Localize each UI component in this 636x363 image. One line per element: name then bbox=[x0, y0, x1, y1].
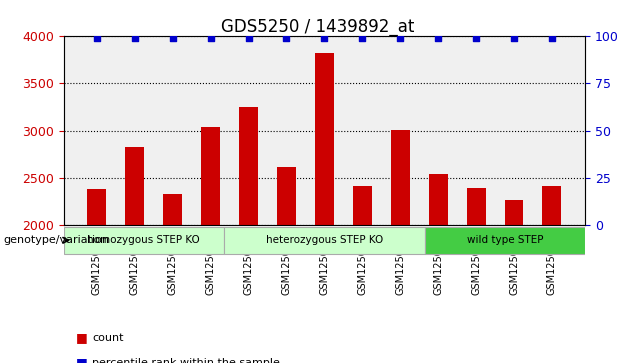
Point bbox=[395, 35, 405, 41]
Bar bbox=[277, 167, 296, 225]
Bar bbox=[87, 189, 106, 225]
Text: ■: ■ bbox=[76, 331, 88, 344]
Point bbox=[433, 35, 443, 41]
Bar bbox=[543, 186, 562, 225]
Text: GDS5250 / 1439892_at: GDS5250 / 1439892_at bbox=[221, 18, 415, 36]
Point bbox=[244, 35, 254, 41]
Bar bbox=[201, 127, 220, 225]
Bar bbox=[163, 194, 182, 225]
Point bbox=[167, 35, 177, 41]
Bar bbox=[125, 147, 144, 225]
FancyBboxPatch shape bbox=[64, 227, 224, 254]
Bar bbox=[467, 188, 485, 225]
Point bbox=[547, 35, 557, 41]
Point bbox=[357, 35, 368, 41]
FancyBboxPatch shape bbox=[425, 227, 585, 254]
Bar bbox=[239, 107, 258, 225]
Point bbox=[319, 35, 329, 41]
Text: count: count bbox=[92, 333, 124, 343]
Text: genotype/variation: genotype/variation bbox=[3, 235, 109, 245]
Bar bbox=[353, 186, 372, 225]
Bar bbox=[429, 174, 448, 225]
Text: wild type STEP: wild type STEP bbox=[467, 236, 543, 245]
FancyBboxPatch shape bbox=[224, 227, 425, 254]
Bar bbox=[504, 200, 523, 225]
Point bbox=[92, 35, 102, 41]
Point bbox=[130, 35, 140, 41]
Bar bbox=[315, 53, 334, 225]
Text: ■: ■ bbox=[76, 356, 88, 363]
Point bbox=[509, 35, 519, 41]
Text: homozygous STEP KO: homozygous STEP KO bbox=[88, 236, 200, 245]
Bar bbox=[391, 130, 410, 225]
Text: percentile rank within the sample: percentile rank within the sample bbox=[92, 358, 280, 363]
Text: heterozygous STEP KO: heterozygous STEP KO bbox=[266, 236, 383, 245]
Point bbox=[471, 35, 481, 41]
Point bbox=[205, 35, 216, 41]
Point bbox=[281, 35, 291, 41]
